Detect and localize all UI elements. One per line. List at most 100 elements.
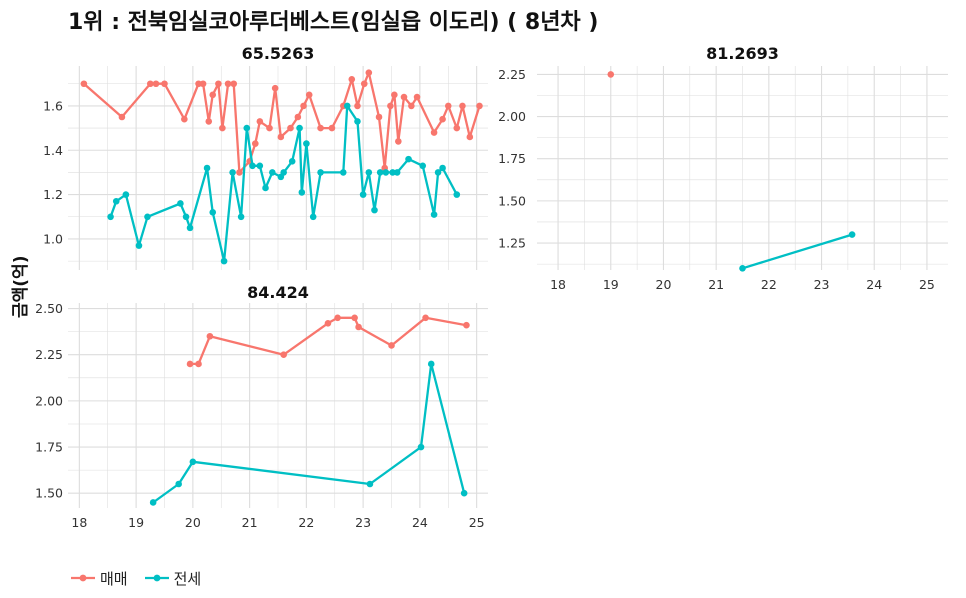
series-line-jeonse (109, 104, 458, 263)
y-tick-label: 1.50 (35, 486, 63, 501)
data-point-maemae (146, 80, 154, 88)
data-point-jeonse (460, 489, 468, 497)
y-tick-label: 1.50 (498, 193, 526, 208)
data-point-jeonse (280, 169, 287, 176)
data-point-maemae (360, 80, 368, 88)
data-point-jeonse (393, 169, 401, 176)
data-point-maemae (152, 80, 160, 88)
data-point-maemae (408, 102, 415, 110)
data-point-maemae (206, 332, 214, 340)
data-point-maemae (355, 323, 362, 331)
data-point-jeonse (243, 124, 251, 132)
data-point-jeonse (317, 169, 324, 176)
data-point-jeonse (848, 231, 856, 238)
data-point-maemae (348, 76, 356, 83)
legend-item-jeonse: 전세 (144, 568, 202, 589)
x-tick-label: 18 (71, 515, 87, 530)
data-point-maemae (439, 115, 446, 123)
data-point-maemae (607, 71, 615, 78)
data-point-jeonse (430, 211, 438, 218)
data-point-jeonse (182, 213, 190, 221)
data-point-jeonse (186, 224, 194, 232)
data-point-maemae (195, 80, 202, 88)
data-point-jeonse (359, 191, 367, 198)
data-point-maemae (430, 129, 438, 136)
data-point-maemae (354, 102, 361, 110)
data-point-jeonse (256, 162, 264, 170)
data-point-maemae (205, 118, 213, 125)
data-point-maemae (280, 351, 287, 359)
x-tick-label: 19 (603, 277, 619, 292)
data-point-maemae (365, 69, 373, 76)
x-tick-label: 23 (814, 277, 830, 292)
legend-label-maemae: 매매 (100, 569, 128, 588)
legend-key-jeonse (144, 574, 169, 582)
data-point-jeonse (135, 242, 143, 249)
data-point-maemae (181, 115, 188, 123)
data-point-maemae (80, 80, 88, 88)
panel-title: 84.424 (247, 283, 309, 302)
data-point-maemae (161, 80, 168, 88)
data-point-jeonse (371, 206, 378, 214)
y-tick-label: 2.00 (498, 109, 526, 124)
legend-key-maemae (71, 574, 95, 582)
data-point-jeonse (237, 213, 245, 221)
data-point-jeonse (427, 360, 435, 368)
data-point-maemae (215, 80, 222, 88)
data-point-maemae (317, 124, 324, 132)
data-point-jeonse (288, 158, 296, 165)
data-point-maemae (328, 124, 336, 132)
data-point-jeonse (365, 169, 373, 176)
chart-title: 1위 : 전북임실코아루더베스트(임실읍 이도리) ( 8년차 ) (68, 10, 599, 35)
y-tick-label: 1.6 (43, 98, 63, 113)
data-point-jeonse (122, 191, 130, 198)
data-point-maemae (476, 102, 483, 110)
legend-label-jeonse: 전세 (173, 569, 202, 588)
data-point-jeonse (453, 191, 461, 198)
data-point-jeonse (419, 162, 427, 170)
y-tick-label: 2.25 (498, 67, 526, 82)
data-point-jeonse (112, 197, 120, 205)
data-point-jeonse (405, 155, 412, 163)
data-point-jeonse (434, 169, 442, 176)
data-point-jeonse (343, 102, 351, 110)
y-tick-label: 1.4 (43, 143, 63, 158)
data-point-maemae (195, 360, 202, 368)
data-point-jeonse (309, 213, 317, 221)
y-tick-label: 1.0 (43, 231, 63, 246)
x-tick-label: 24 (866, 277, 882, 292)
data-point-jeonse (296, 124, 303, 132)
legend-item-maemae: 매매 (70, 568, 128, 589)
panel-title: 65.5263 (242, 44, 315, 63)
data-point-maemae (199, 80, 207, 88)
data-point-jeonse (366, 480, 374, 488)
x-tick-label: 20 (656, 277, 672, 292)
data-point-jeonse (298, 189, 306, 196)
data-point-jeonse (229, 169, 236, 176)
data-point-maemae (466, 133, 474, 141)
x-tick-label: 23 (355, 515, 371, 530)
data-point-maemae (400, 93, 408, 101)
data-point-jeonse (269, 169, 276, 176)
data-point-maemae (459, 102, 466, 110)
data-point-maemae (388, 342, 395, 349)
data-point-jeonse (149, 499, 157, 506)
data-point-maemae (351, 314, 358, 322)
x-tick-label: 24 (412, 515, 428, 530)
data-point-maemae (224, 80, 232, 88)
legend: 매매 전세 (70, 566, 201, 590)
y-tick-label: 1.75 (498, 151, 526, 166)
data-point-jeonse (262, 184, 269, 192)
panel-3: 84.424 1.50 1.75 2.00 2.25 2.50 18 19 20 21 22 23 24… (35, 283, 488, 530)
data-point-maemae (271, 84, 279, 92)
data-point-maemae (387, 102, 394, 110)
x-tick-label: 22 (761, 277, 777, 292)
x-tick-label: 25 (469, 515, 485, 530)
y-tick-label: 2.25 (35, 347, 63, 362)
data-point-jeonse (249, 162, 256, 170)
data-point-maemae (444, 102, 452, 110)
data-point-maemae (422, 314, 429, 322)
data-point-maemae (463, 321, 470, 329)
data-point-maemae (300, 102, 307, 110)
data-point-maemae (236, 169, 243, 176)
